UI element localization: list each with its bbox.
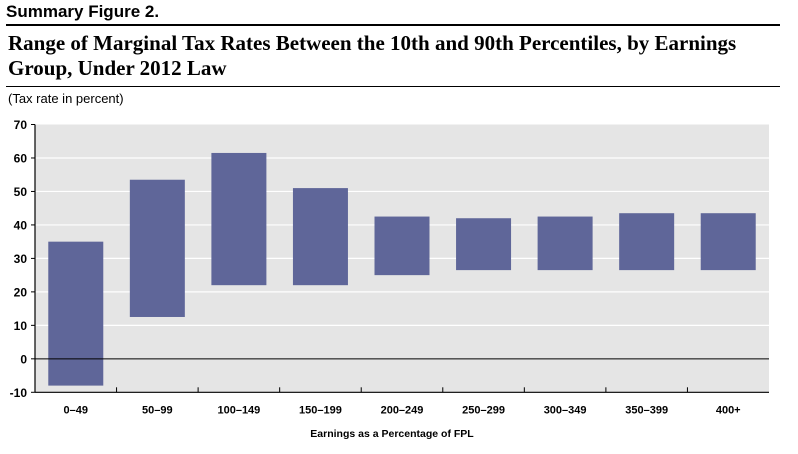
bar-0–49 bbox=[48, 241, 104, 386]
y-tick-label: 10 bbox=[14, 319, 28, 333]
y-tick-label: 50 bbox=[14, 185, 28, 199]
x-tick-label: 250–299 bbox=[462, 404, 505, 416]
x-tick-label: 100–149 bbox=[217, 404, 260, 416]
x-tick-label: 200–249 bbox=[381, 404, 424, 416]
x-tick-label: 150–199 bbox=[299, 404, 342, 416]
x-axis-label: Earnings as a Percentage of FPL bbox=[310, 428, 474, 440]
units-label: (Tax rate in percent) bbox=[8, 91, 124, 106]
bar-400+ bbox=[700, 213, 756, 271]
bar-350–399 bbox=[619, 213, 675, 271]
y-tick-label: 0 bbox=[20, 352, 27, 366]
x-tick-label: 50–99 bbox=[142, 404, 173, 416]
y-tick-label: 70 bbox=[14, 118, 28, 132]
x-tick-label: 0–49 bbox=[64, 404, 88, 416]
y-tick-label: -10 bbox=[10, 386, 28, 400]
y-tick-label: 40 bbox=[14, 218, 28, 232]
bar-250–299 bbox=[456, 218, 512, 271]
x-tick-label: 300–349 bbox=[544, 404, 587, 416]
chart-title: Range of Marginal Tax Rates Between the … bbox=[8, 31, 737, 80]
y-tick-label: 60 bbox=[14, 151, 28, 165]
x-tick-label: 350–399 bbox=[625, 404, 668, 416]
y-tick-label: 20 bbox=[14, 285, 28, 299]
x-tick-label: 400+ bbox=[716, 404, 741, 416]
bar-50–99 bbox=[129, 179, 185, 317]
y-tick-label: 30 bbox=[14, 252, 28, 266]
figure-label: Summary Figure 2. bbox=[6, 2, 160, 21]
bar-100–149 bbox=[211, 152, 267, 286]
top-rule bbox=[6, 24, 780, 26]
bar-200–249 bbox=[374, 216, 430, 276]
bar-300–349 bbox=[537, 216, 593, 271]
title-rule bbox=[6, 86, 780, 87]
bar-150–199 bbox=[292, 188, 348, 286]
